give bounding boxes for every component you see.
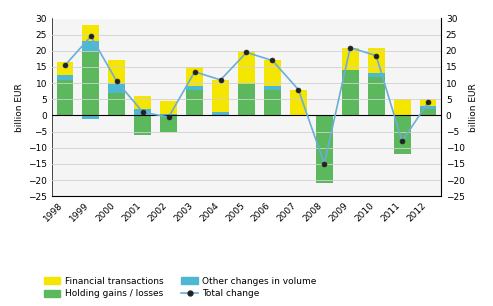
Bar (420, 109, 436, 115)
Bar (420, 106, 436, 109)
Bar (57, 62, 73, 75)
Bar (368, 77, 385, 115)
Bar (316, 115, 333, 183)
Bar (393, 115, 411, 154)
Bar (135, 109, 151, 115)
Bar (420, 99, 436, 106)
Bar (82, 25, 100, 41)
Bar (186, 90, 203, 115)
Bar (212, 80, 229, 112)
Bar (57, 75, 73, 80)
Bar (108, 93, 125, 115)
Bar (264, 90, 281, 115)
Bar (368, 47, 385, 73)
Bar (186, 86, 203, 90)
Y-axis label: billion EUR: billion EUR (469, 83, 478, 132)
Legend: Financial transactions, Holding gains / losses, Other changes in volume, Total c: Financial transactions, Holding gains / … (44, 277, 317, 298)
Bar (108, 83, 125, 93)
Bar (186, 67, 203, 86)
Bar (82, 41, 100, 51)
Bar (160, 101, 177, 114)
Bar (342, 70, 358, 115)
Bar (82, 51, 100, 115)
Bar (290, 90, 307, 115)
Bar (57, 80, 73, 115)
Bar (393, 99, 411, 115)
Bar (135, 96, 151, 109)
Bar (238, 51, 255, 83)
Y-axis label: billion EUR: billion EUR (15, 83, 24, 132)
Bar (160, 115, 177, 132)
Bar (108, 61, 125, 83)
Bar (368, 73, 385, 77)
Bar (264, 61, 281, 86)
Bar (160, 114, 177, 115)
Bar (264, 86, 281, 90)
Bar (82, 115, 100, 119)
Bar (342, 47, 358, 70)
Bar (212, 112, 229, 115)
Bar (238, 83, 255, 115)
Bar (135, 115, 151, 135)
